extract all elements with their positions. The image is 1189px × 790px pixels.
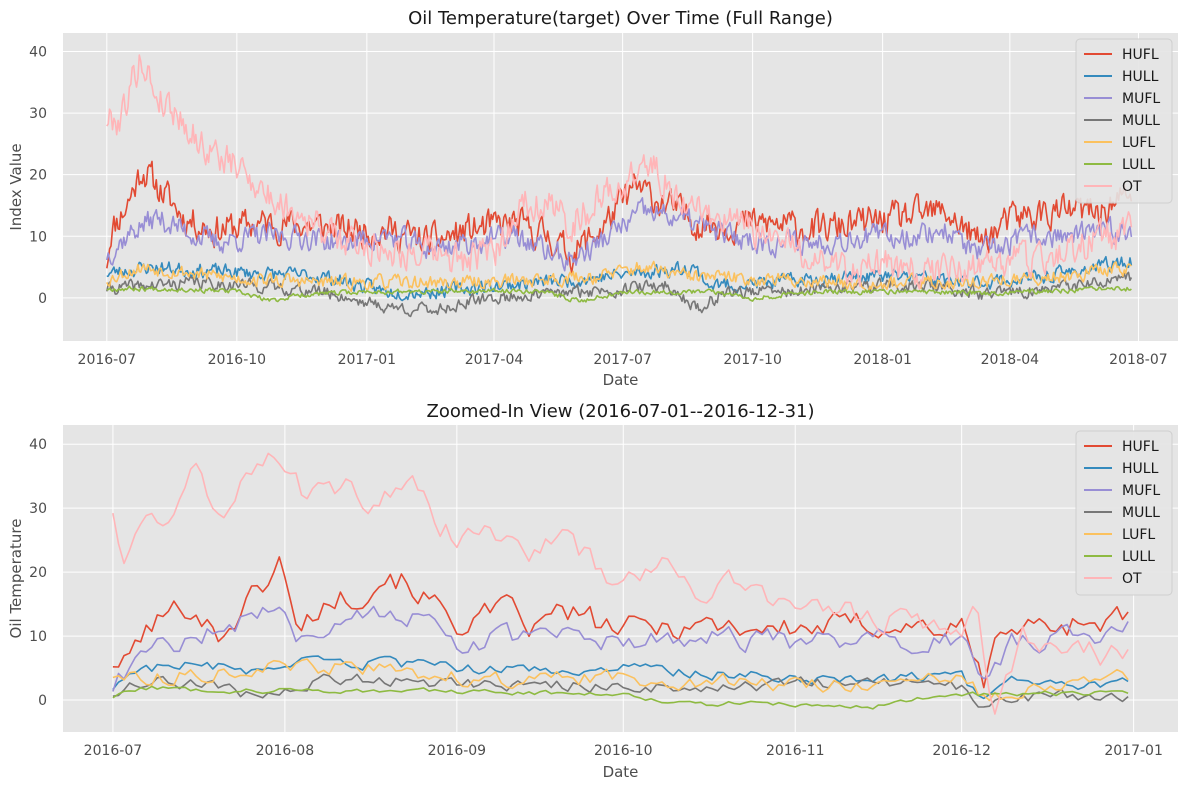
series-line-lufl xyxy=(106,260,1132,293)
series-line-hufl xyxy=(112,556,1129,689)
legend-label-ot: OT xyxy=(1122,179,1142,195)
series-line-mufl xyxy=(106,197,1133,272)
legend-label-mull: MULL xyxy=(1122,505,1160,521)
y-axis-label: Oil Temperature xyxy=(7,519,25,639)
y-tick-label: 30 xyxy=(29,501,47,517)
plot-area xyxy=(63,33,1178,341)
x-tick-label: 2016-11 xyxy=(766,743,825,759)
y-axis-label: Index Value xyxy=(7,143,25,230)
x-tick-label: 2016-12 xyxy=(932,743,991,759)
y-tick-label: 30 xyxy=(29,106,47,122)
series-line-lufl xyxy=(112,658,1129,702)
legend: HUFL HULL MUFL MULL LUFL LULL OT xyxy=(1075,38,1173,204)
x-tick-label: 2017-01 xyxy=(338,352,397,368)
y-tick-label: 20 xyxy=(29,168,47,184)
x-tick-label: 2017-10 xyxy=(723,352,782,368)
legend-box xyxy=(1075,430,1173,596)
chart-title: Zoomed-In View (2016-07-01--2016-12-31) xyxy=(426,401,814,422)
legend-label-lufl: LUFL xyxy=(1122,527,1155,543)
legend-label-mull: MULL xyxy=(1122,113,1160,129)
x-tick-label: 2017-01 xyxy=(1104,743,1163,759)
x-axis-label: Date xyxy=(603,371,639,389)
full-range-chart: 0 10 20 30 40 2016-07 2016-10 2017-01 2017-04 201… xyxy=(7,8,1178,389)
series-line-hull xyxy=(112,655,1129,700)
series-line-lull xyxy=(112,685,1129,710)
y-tick-label: 10 xyxy=(29,629,47,645)
legend-label-hufl: HUFL xyxy=(1122,439,1159,455)
legend-label-mufl: MUFL xyxy=(1122,91,1160,107)
legend-label-lufl: LUFL xyxy=(1122,135,1155,151)
legend-label-lull: LULL xyxy=(1122,157,1155,173)
y-tick-label: 10 xyxy=(29,229,47,245)
series-group xyxy=(112,452,1129,715)
series-line-mufl xyxy=(112,605,1129,692)
legend-box xyxy=(1075,38,1173,204)
y-tick-label: 20 xyxy=(29,565,47,581)
series-group xyxy=(106,54,1133,318)
x-tick-label: 2016-10 xyxy=(208,352,267,368)
x-tick-label: 2016-07 xyxy=(84,743,143,759)
plot-area xyxy=(63,425,1178,732)
series-line-hufl xyxy=(106,160,1133,274)
series-line-ot xyxy=(112,452,1129,715)
series-line-mull xyxy=(112,673,1129,708)
legend-label-lull: LULL xyxy=(1122,549,1155,565)
chart-title: Oil Temperature(target) Over Time (Full … xyxy=(408,8,833,29)
series-line-lull xyxy=(106,285,1132,303)
legend-label-ot: OT xyxy=(1122,571,1142,587)
legend-label-mufl: MUFL xyxy=(1122,483,1160,499)
series-line-ot xyxy=(106,54,1133,290)
x-tick-label: 2018-01 xyxy=(853,352,912,368)
zoomed-in-chart: 0 10 20 30 40 2016-07 2016-08 2016-09 2016-10 201… xyxy=(7,401,1178,781)
x-tick-label: 2018-04 xyxy=(981,352,1040,368)
x-tick-label: 2016-09 xyxy=(428,743,487,759)
y-tick-label: 40 xyxy=(29,437,47,453)
legend-label-hull: HULL xyxy=(1122,461,1159,477)
x-tick-label: 2016-10 xyxy=(594,743,653,759)
x-axis-label: Date xyxy=(603,763,639,781)
y-tick-label: 0 xyxy=(38,693,47,709)
x-tick-label: 2018-07 xyxy=(1109,352,1168,368)
x-tick-label: 2017-07 xyxy=(593,352,652,368)
x-tick-label: 2016-07 xyxy=(78,352,137,368)
legend: HUFL HULL MUFL MULL LUFL LULL OT xyxy=(1075,430,1173,596)
x-tick-label: 2016-08 xyxy=(256,743,315,759)
series-line-hull xyxy=(106,255,1133,302)
legend-label-hufl: HUFL xyxy=(1122,47,1159,63)
y-tick-label: 0 xyxy=(38,291,47,307)
x-tick-label: 2017-04 xyxy=(465,352,524,368)
y-tick-label: 40 xyxy=(29,44,47,60)
legend-label-hull: HULL xyxy=(1122,69,1159,85)
